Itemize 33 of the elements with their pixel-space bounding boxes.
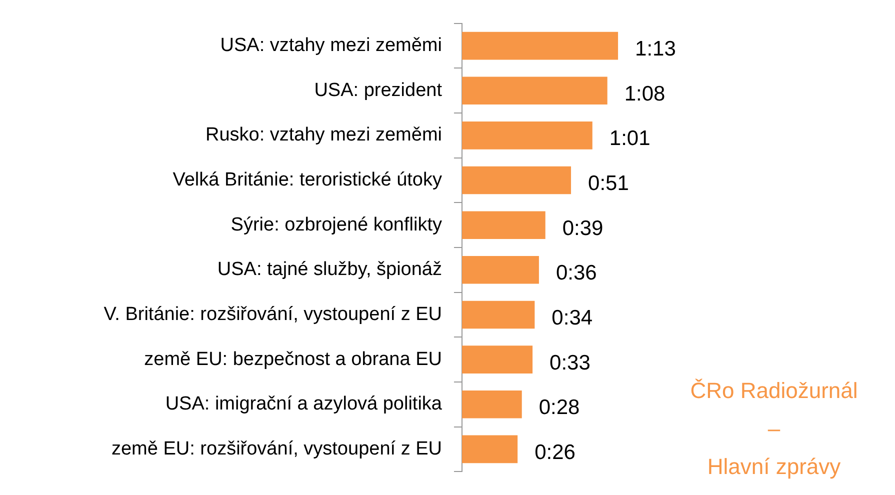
data-label: 0:39: [562, 216, 604, 240]
y-tick-label: Rusko: vztahy mezi zeměmi: [205, 124, 442, 146]
bar: [462, 211, 546, 239]
text: Hlavní zprávy: [706, 453, 842, 481]
y-tick-label: V. Británie: rozšiřování, vystoupení z EU: [104, 304, 442, 325]
bar: [462, 256, 539, 284]
data-label: 0:36: [556, 262, 597, 285]
y-tick-label: Velká Británie: teroristické útoky: [172, 170, 442, 191]
text: ČRo Radiožurnál: [689, 377, 859, 405]
bar: [462, 346, 533, 374]
bar: [462, 32, 618, 60]
text: –: [766, 415, 782, 443]
bar: [462, 300, 535, 329]
data-label: 0:26: [534, 440, 576, 464]
y-tick-label: Sýrie: ozbrojené konflikty: [230, 214, 442, 236]
bar: [462, 390, 522, 418]
y-tick-label: země EU: bezpečnost a obrana EU: [144, 348, 442, 370]
data-label: 1:08: [624, 82, 666, 106]
bar: [462, 76, 608, 105]
bar: [462, 435, 518, 464]
data-label: 0:33: [550, 351, 590, 374]
bar: [462, 166, 572, 194]
data-label: 0:34: [552, 306, 593, 330]
data-label: 1:13: [635, 38, 676, 61]
bar: [462, 122, 592, 150]
data-label: 1:01: [609, 127, 650, 150]
data-label: 0:51: [588, 172, 629, 196]
y-tick-label: USA: vztahy mezi zeměmi: [220, 35, 442, 56]
data-label: 0:28: [538, 396, 580, 420]
y-tick-label: USA: tajné služby, špionáž: [217, 259, 442, 280]
y-tick-label: USA: prezident: [314, 80, 443, 101]
y-tick-label: země EU: rozšiřování, vystoupení z EU: [111, 438, 442, 460]
y-tick-label: USA: imigrační a azylová politika: [165, 394, 442, 415]
